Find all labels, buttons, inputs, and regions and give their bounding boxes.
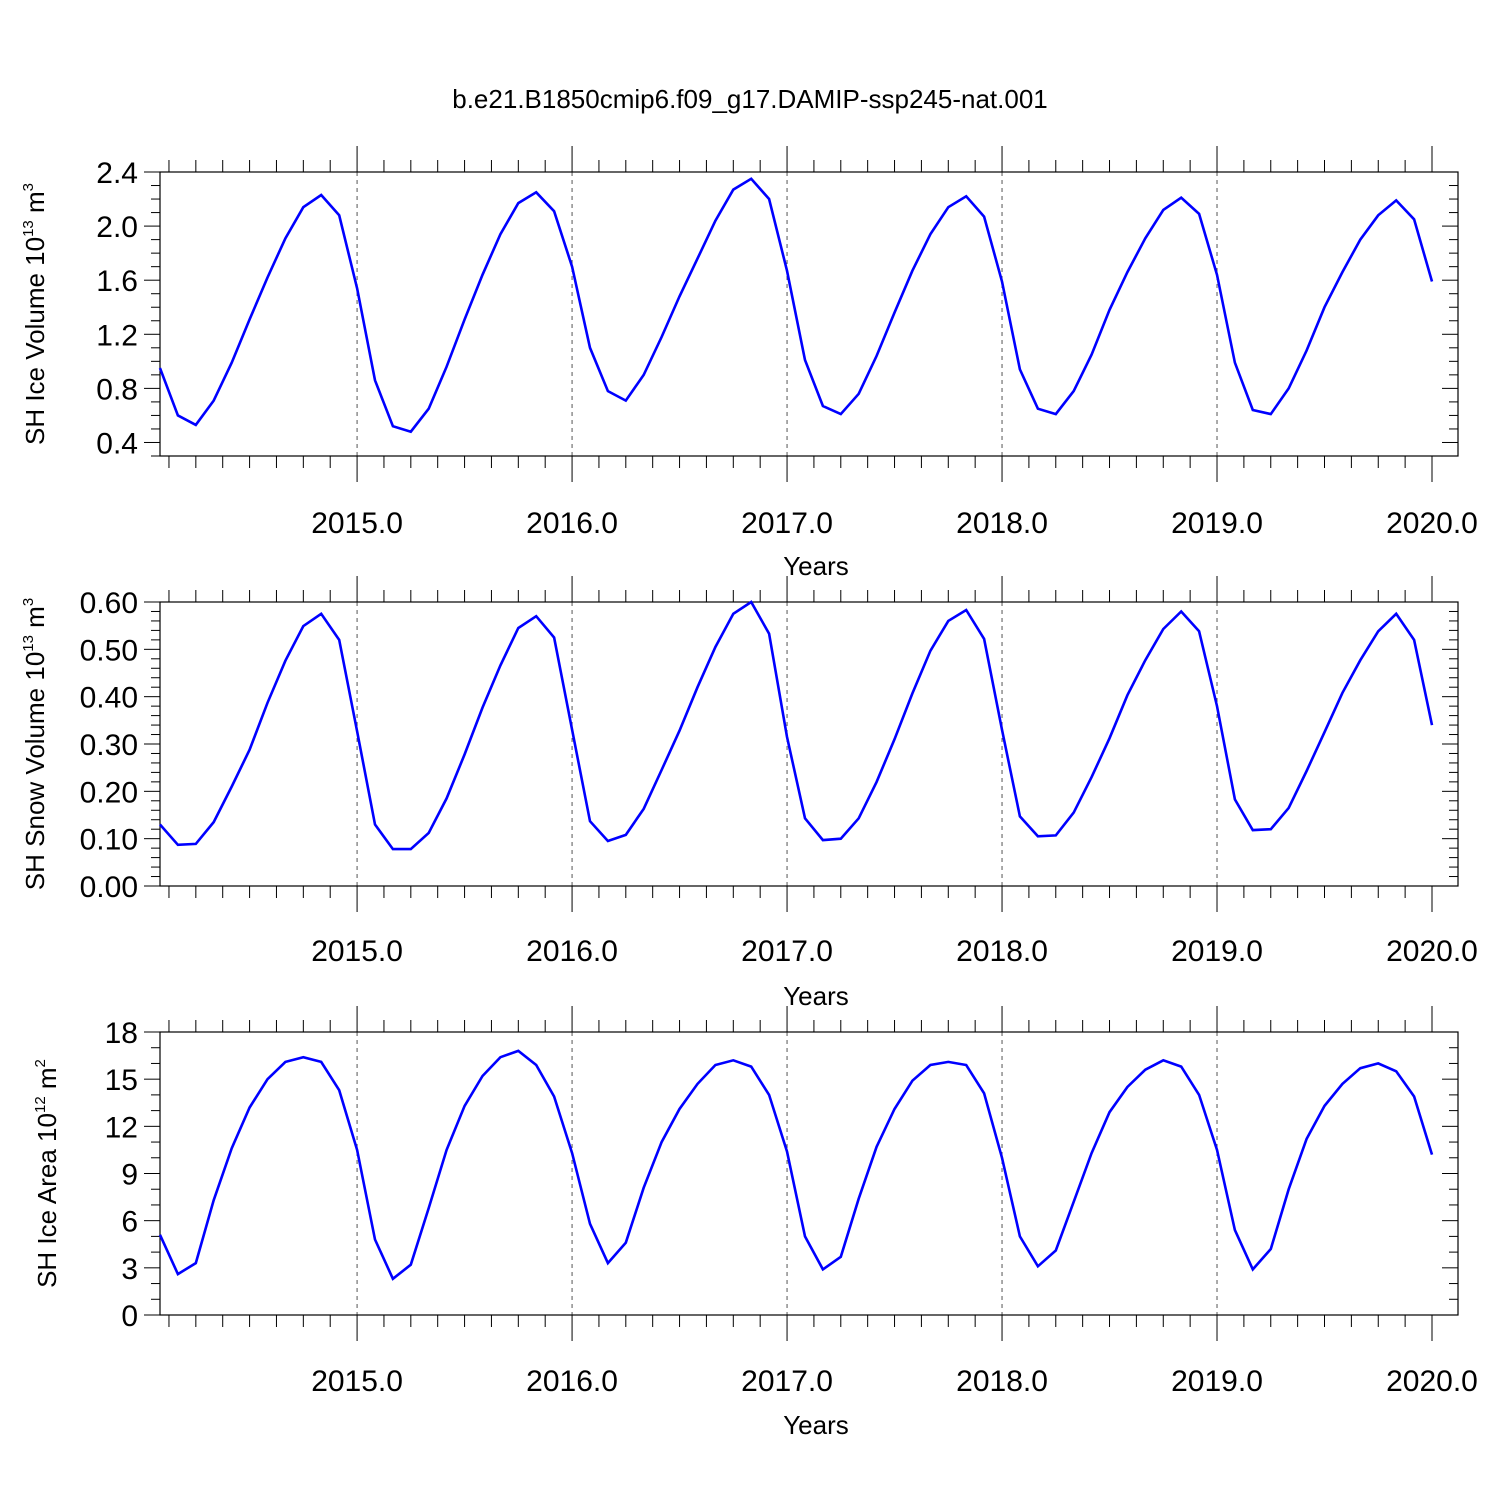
x-axis-label: Years xyxy=(783,551,849,581)
x-tick-label: 2018.0 xyxy=(956,1365,1048,1398)
x-tick-label: 2019.0 xyxy=(1171,507,1263,540)
x-tick-label: 2020.0 xyxy=(1386,935,1478,968)
x-tick-label: 2016.0 xyxy=(526,935,618,968)
series-line xyxy=(158,1049,1434,1281)
x-tick-label: 2018.0 xyxy=(956,935,1048,968)
x-tick-label: 2015.0 xyxy=(311,935,403,968)
y-tick-label: 0 xyxy=(121,1300,138,1333)
y-tick-label: 3 xyxy=(121,1253,138,1286)
x-tick-label: 2017.0 xyxy=(741,935,833,968)
plot-frame xyxy=(159,171,1459,457)
x-tick-label: 2015.0 xyxy=(311,507,403,540)
chart-panel-2: 0.00 0.10 0.20 0.30 0.40 0.50 0.60 2015.0 2016.0… xyxy=(20,576,1478,1011)
y-axis-label: SH Ice Area 1012 m2 xyxy=(32,1059,62,1288)
plot-frame xyxy=(159,601,1459,887)
y-tick-label: 12 xyxy=(105,1111,138,1144)
series-line xyxy=(158,177,1434,434)
y-tick-label: 0.20 xyxy=(80,776,138,809)
x-tick-label: 2019.0 xyxy=(1171,1365,1263,1398)
x-tick-label: 2016.0 xyxy=(526,1365,618,1398)
y-tick-label: 0.50 xyxy=(80,634,138,667)
y-axis-label: SH Ice Volume 1013 m3 xyxy=(20,183,50,445)
x-tick-label: 2017.0 xyxy=(741,507,833,540)
x-tick-label: 2020.0 xyxy=(1386,507,1478,540)
chart-panel-3: 0 3 6 9 12 15 18 2015.0 2016.0 2017.0 2018.0 2019.0… xyxy=(32,1006,1478,1440)
chart-title: b.e21.B1850cmip6.f09_g17.DAMIP-ssp245-na… xyxy=(452,84,1048,114)
y-tick-label: 15 xyxy=(105,1064,138,1097)
y-tick-label: 1.6 xyxy=(96,265,138,298)
x-tick-label: 2019.0 xyxy=(1171,935,1263,968)
y-tick-label: 2.0 xyxy=(96,211,138,244)
y-axis-label: SH Snow Volume 1013 m3 xyxy=(20,598,50,890)
x-axis-label: Years xyxy=(783,1410,849,1440)
x-tick-label: 2020.0 xyxy=(1386,1365,1478,1398)
y-tick-label: 18 xyxy=(105,1017,138,1050)
x-tick-label: 2018.0 xyxy=(956,507,1048,540)
y-tick-label: 9 xyxy=(121,1159,138,1192)
x-tick-label: 2015.0 xyxy=(311,1365,403,1398)
y-tick-label: 0.00 xyxy=(80,871,138,904)
y-tick-label: 6 xyxy=(121,1206,138,1239)
plot-frame xyxy=(159,1031,1459,1316)
y-tick-label: 0.30 xyxy=(80,729,138,762)
y-tick-label: 1.2 xyxy=(96,319,138,352)
y-tick-label: 0.10 xyxy=(80,824,138,857)
series-line xyxy=(159,600,1434,851)
y-tick-label: 0.8 xyxy=(96,373,138,406)
x-tick-label: 2016.0 xyxy=(526,507,618,540)
y-tick-label: 0.60 xyxy=(80,587,138,620)
y-tick-label: 0.40 xyxy=(80,682,138,715)
chart-panel-1: 0.4 0.8 1.2 1.6 2.0 2.4 2015.0 2016.0 2017.0 2018… xyxy=(20,146,1478,581)
x-tick-label: 2017.0 xyxy=(741,1365,833,1398)
y-tick-label: 0.4 xyxy=(96,427,138,460)
x-axis-label: Years xyxy=(783,981,849,1011)
y-tick-label: 2.4 xyxy=(96,157,138,190)
